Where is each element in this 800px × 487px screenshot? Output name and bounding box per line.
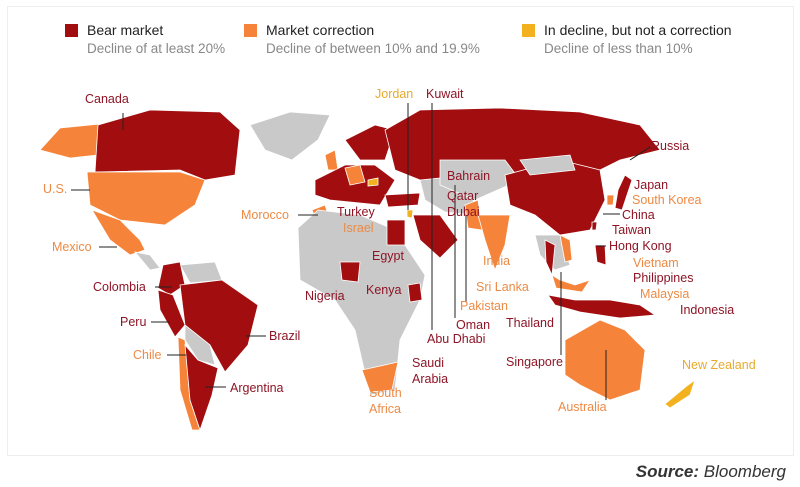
label-kenya: Kenya xyxy=(366,283,402,297)
canada xyxy=(94,109,241,181)
central-asia xyxy=(439,159,521,201)
label-new-zealand: New Zealand xyxy=(682,358,756,372)
south-africa xyxy=(361,361,399,393)
jordan xyxy=(406,209,414,219)
label-colombia: Colombia xyxy=(93,280,146,294)
label-oman: Oman xyxy=(456,318,491,332)
africa xyxy=(297,209,426,396)
label-south-africa-1: South xyxy=(369,386,402,400)
label-israel: Israel xyxy=(343,221,374,235)
label-abu-dhabi: Abu Dhabi xyxy=(427,332,486,346)
alaska xyxy=(39,123,101,159)
malaysia xyxy=(551,274,591,293)
legend-title: Bear market xyxy=(87,22,164,38)
label-south-africa-2: Africa xyxy=(369,402,401,416)
argentina xyxy=(184,343,219,432)
label-chile: Chile xyxy=(133,348,162,362)
correction-swatch xyxy=(244,24,257,37)
source-credit: Source: Bloomberg xyxy=(636,462,786,482)
venezuela-guyana xyxy=(179,261,223,284)
bolivia-paraguay xyxy=(184,324,216,366)
label-sri-lanka: Sri Lanka xyxy=(476,280,529,294)
south-korea xyxy=(606,194,615,206)
germany xyxy=(344,164,366,186)
label-taiwan: Taiwan xyxy=(612,223,651,237)
label-china: China xyxy=(622,208,655,222)
label-australia: Australia xyxy=(558,400,607,414)
label-indonesia: Indonesia xyxy=(680,303,735,317)
greenland xyxy=(249,111,331,161)
label-morocco: Morocco xyxy=(241,208,289,222)
label-argentina: Argentina xyxy=(230,381,284,395)
peru xyxy=(157,289,186,338)
australia xyxy=(564,319,646,401)
egypt xyxy=(386,219,406,246)
russia xyxy=(384,107,661,181)
legend-title: In decline, but not a correction xyxy=(544,22,732,38)
label-russia: Russia xyxy=(651,139,690,153)
source-label: Source: xyxy=(635,462,700,481)
indonesia xyxy=(547,294,657,319)
new-zealand xyxy=(664,378,696,409)
thailand xyxy=(544,239,556,277)
turkey xyxy=(384,192,421,208)
label-dubai: Dubai xyxy=(447,205,480,219)
central-america xyxy=(133,251,161,271)
saudi-arabia xyxy=(412,214,459,259)
india xyxy=(477,214,511,272)
label-peru: Peru xyxy=(120,315,147,329)
philippines xyxy=(594,244,607,266)
leader-lines xyxy=(71,103,651,400)
label-vietnam: Vietnam xyxy=(633,256,679,270)
taiwan xyxy=(591,221,598,231)
china xyxy=(504,159,606,236)
label-us: U.S. xyxy=(43,182,68,196)
label-thailand: Thailand xyxy=(506,316,554,330)
mexico xyxy=(91,209,146,256)
label-egypt: Egypt xyxy=(372,249,404,263)
label-qatar: Qatar xyxy=(447,189,479,203)
label-japan: Japan xyxy=(634,178,669,192)
label-brazil: Brazil xyxy=(269,329,301,343)
label-india: India xyxy=(483,254,511,268)
label-mexico: Mexico xyxy=(52,240,92,254)
mongolia xyxy=(519,154,576,176)
europe-west xyxy=(314,164,396,206)
kenya xyxy=(407,282,423,303)
label-nigeria: Nigeria xyxy=(305,289,345,303)
japan xyxy=(614,174,633,211)
usa xyxy=(86,171,206,226)
vietnam xyxy=(559,234,573,263)
label-saudi-2: Arabia xyxy=(412,372,449,386)
uk xyxy=(324,149,339,171)
label-turkey: Turkey xyxy=(337,205,375,219)
legend-subtitle: Decline of between 10% and 19.9% xyxy=(266,41,480,56)
legend-subtitle: Decline of at least 20% xyxy=(87,41,226,56)
legend-subtitle: Decline of less than 10% xyxy=(544,41,693,56)
label-singapore: Singapore xyxy=(506,355,563,369)
source-value: Bloomberg xyxy=(703,462,786,481)
decline-swatch xyxy=(522,24,535,37)
label-philippines: Philippines xyxy=(633,271,694,285)
label-canada: Canada xyxy=(85,92,129,106)
label-south-korea: South Korea xyxy=(632,193,702,207)
legend-title: Market correction xyxy=(266,22,375,38)
label-saudi-1: Saudi xyxy=(412,356,444,370)
label-pakistan: Pakistan xyxy=(460,299,508,313)
bear-swatch xyxy=(65,24,78,37)
hungary xyxy=(367,177,379,187)
nigeria xyxy=(339,261,361,283)
label-jordan: Jordan xyxy=(375,87,414,101)
label-malaysia: Malaysia xyxy=(640,287,690,301)
label-hong-kong: Hong Kong xyxy=(609,239,672,253)
label-kuwait: Kuwait xyxy=(426,87,464,101)
label-bahrain: Bahrain xyxy=(447,169,491,183)
